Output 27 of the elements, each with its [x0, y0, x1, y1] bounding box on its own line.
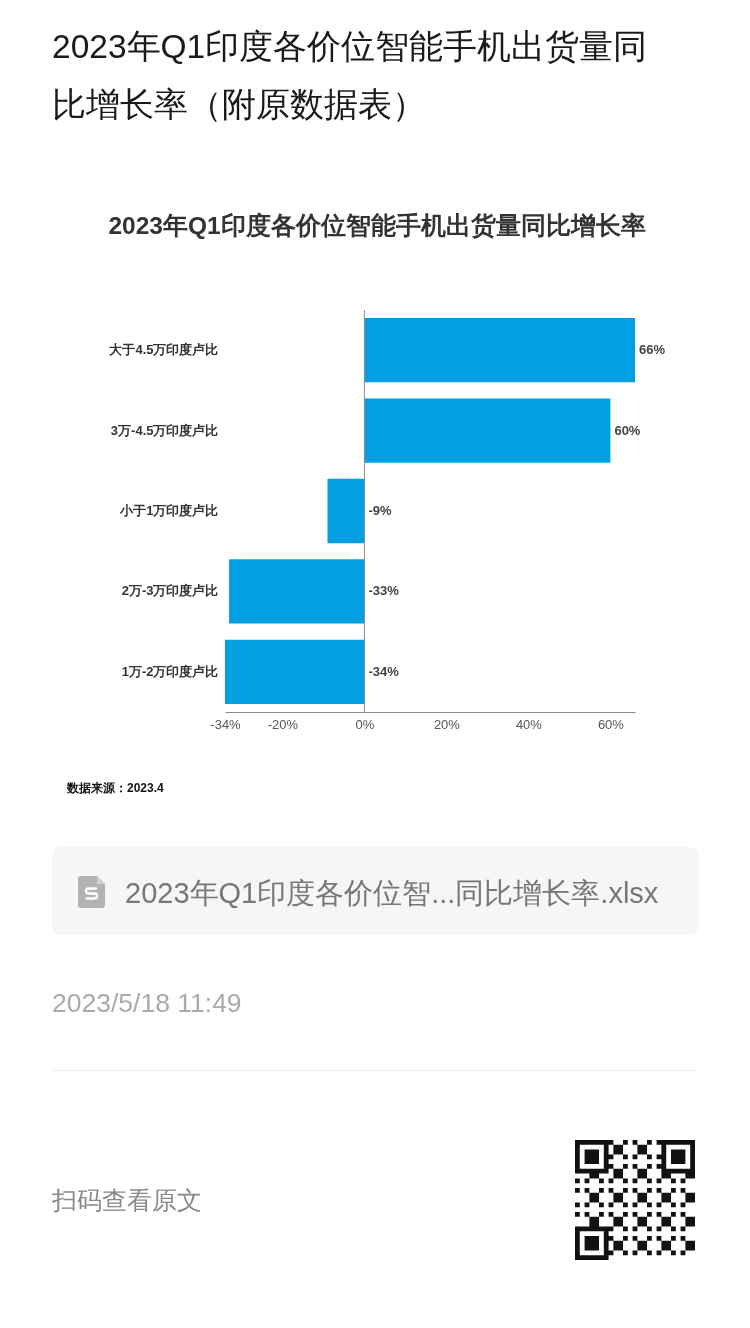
data-label: 66%	[639, 342, 666, 358]
data-label: 60%	[614, 422, 641, 438]
y-tick-label: 2万-3万印度卢比	[121, 583, 219, 599]
data-label: -9%	[368, 503, 392, 518]
y-tick-label: 3万-4.5万印度卢比	[110, 422, 219, 438]
bar	[364, 398, 611, 463]
text: 2023年Q1印度各价位智...同比增长率.xlsx	[125, 876, 659, 911]
x-tick-label: 20%	[433, 716, 461, 732]
chart-title: 2023年Q1印度各价位智能手机出货量同比增长率	[108, 212, 646, 239]
x-tick-label: 60%	[597, 716, 625, 732]
text: 2023年Q1印度各价位智能手机出货量同比增长率（附原数据表）	[52, 27, 649, 125]
bar	[225, 639, 365, 704]
x-tick-label: 40%	[515, 716, 543, 732]
source-note: 数据来源：2023.4	[67, 780, 164, 797]
bar	[327, 478, 365, 544]
y-tick-label: 大于4.5万印度卢比	[109, 342, 219, 358]
text: 扫码查看原文	[52, 1185, 202, 1216]
x-tick-label: 0%	[355, 716, 375, 732]
bar	[229, 559, 365, 624]
bar	[364, 318, 635, 383]
data-label: -34%	[368, 663, 400, 679]
data-label: -33%	[368, 583, 400, 599]
y-tick-label: 1万-2万印度卢比	[121, 663, 219, 679]
x-tick-label: -34%	[210, 716, 242, 732]
text: 2023/5/18 11:49	[52, 988, 242, 1019]
x-tick-label: -20%	[267, 716, 299, 732]
y-tick-label: 小于1万印度卢比	[119, 503, 219, 518]
